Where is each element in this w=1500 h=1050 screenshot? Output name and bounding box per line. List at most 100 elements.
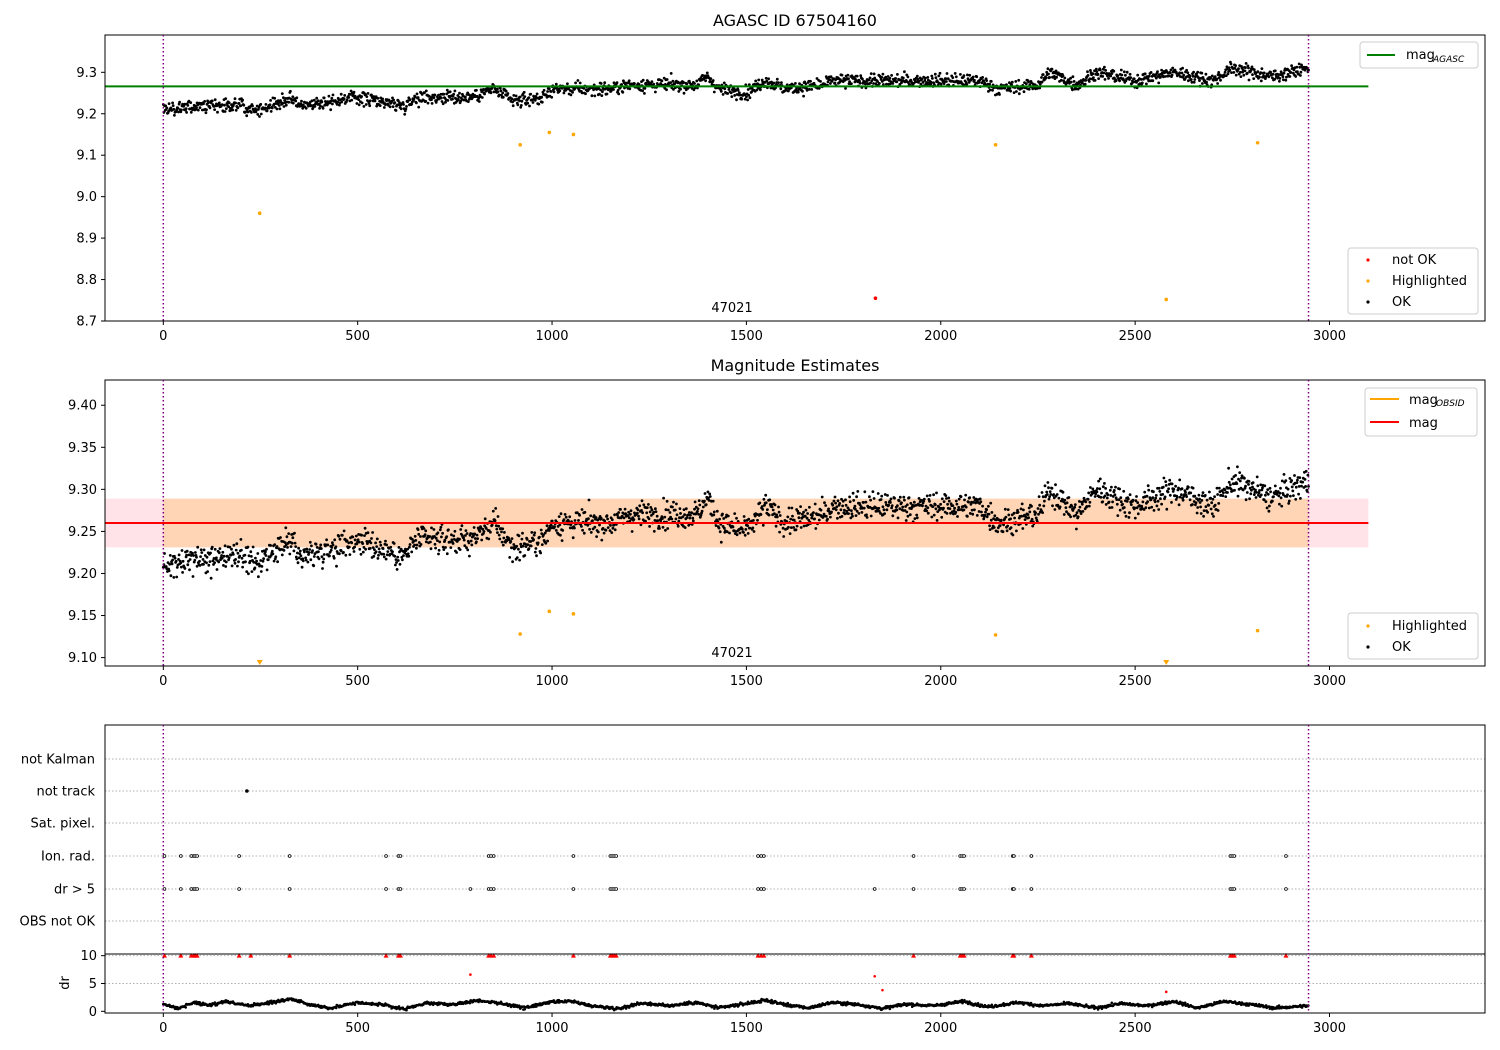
data-point (1271, 72, 1275, 76)
data-point (468, 554, 471, 558)
data-point (1284, 78, 1288, 82)
data-point (442, 92, 446, 96)
data-point (580, 91, 584, 95)
legend-label-sub: OBSID (1436, 399, 1465, 409)
data-point (378, 104, 382, 107)
data-point (787, 89, 790, 93)
data-point (496, 87, 499, 91)
data-point (333, 538, 337, 542)
data-point (317, 557, 321, 561)
data-point (985, 508, 988, 512)
data-point (707, 499, 711, 502)
data-point (1099, 495, 1103, 499)
data-point (704, 79, 707, 83)
data-point (278, 107, 282, 111)
data-point (1027, 506, 1031, 510)
data-point (437, 552, 440, 556)
data-point (1127, 516, 1131, 519)
data-point (687, 511, 691, 514)
y-tick-label: 8.8 (76, 273, 97, 288)
data-point (882, 83, 885, 86)
data-point (985, 515, 989, 519)
data-point (424, 529, 428, 533)
data-point (1152, 509, 1156, 512)
data-point (848, 80, 851, 83)
data-point (1196, 70, 1200, 74)
data-point (268, 106, 271, 110)
data-point (1104, 503, 1108, 506)
data-point (542, 533, 545, 537)
data-point (1306, 473, 1310, 477)
data-point (806, 512, 809, 515)
data-point (755, 88, 759, 92)
data-point (520, 99, 524, 103)
data-point (1297, 62, 1301, 66)
data-point (775, 515, 779, 519)
data-point (187, 553, 191, 557)
data-point (671, 505, 674, 509)
data-point (401, 558, 404, 562)
data-point (613, 528, 617, 532)
dr-point (477, 1000, 480, 1004)
data-point (898, 495, 902, 499)
data-point (595, 535, 598, 538)
y-tick-label: 9.0 (76, 190, 97, 205)
data-point (725, 530, 729, 534)
data-point (1022, 90, 1026, 94)
data-point (675, 502, 678, 506)
data-point (699, 76, 703, 80)
data-point (277, 101, 281, 105)
data-point (982, 79, 986, 83)
data-point (717, 526, 721, 530)
data-point (1188, 74, 1192, 78)
data-point (1280, 479, 1284, 483)
data-point (368, 547, 372, 550)
data-point (384, 103, 387, 107)
data-point (473, 537, 477, 540)
data-point (433, 542, 437, 546)
data-point (417, 541, 421, 544)
data-point (536, 541, 540, 545)
data-point (437, 93, 440, 97)
data-point (312, 555, 316, 558)
data-point (345, 539, 349, 543)
data-point (968, 496, 972, 499)
data-point (305, 547, 309, 551)
data-point (220, 554, 224, 557)
data-point (1087, 504, 1091, 508)
data-point (317, 550, 320, 554)
data-point (662, 496, 665, 500)
data-point (1292, 68, 1296, 72)
data-point (1141, 500, 1145, 504)
data-point (512, 94, 516, 97)
data-point (511, 560, 514, 564)
data-point (1054, 483, 1057, 487)
data-point (681, 515, 685, 519)
data-point (441, 545, 445, 549)
data-point (997, 518, 1001, 522)
data-point (1109, 74, 1113, 78)
data-point (283, 545, 286, 549)
data-point (894, 77, 898, 80)
data-point (199, 548, 203, 552)
data-point (293, 531, 296, 535)
data-point (1296, 478, 1299, 482)
data-point (394, 109, 398, 112)
data-point (1192, 80, 1196, 84)
y-tick-label: 9.25 (68, 525, 97, 540)
data-point (237, 102, 241, 105)
data-point (519, 542, 523, 546)
data-point (171, 104, 175, 107)
data-point (777, 510, 781, 514)
data-point (1273, 77, 1277, 81)
data-point (665, 499, 669, 503)
data-point (743, 533, 747, 537)
data-point (362, 105, 366, 108)
data-point (1204, 72, 1208, 76)
data-point (778, 530, 781, 534)
legend-label: OK (1392, 640, 1411, 655)
data-point (583, 510, 587, 514)
data-point (1131, 80, 1135, 84)
data-point (1246, 64, 1250, 68)
